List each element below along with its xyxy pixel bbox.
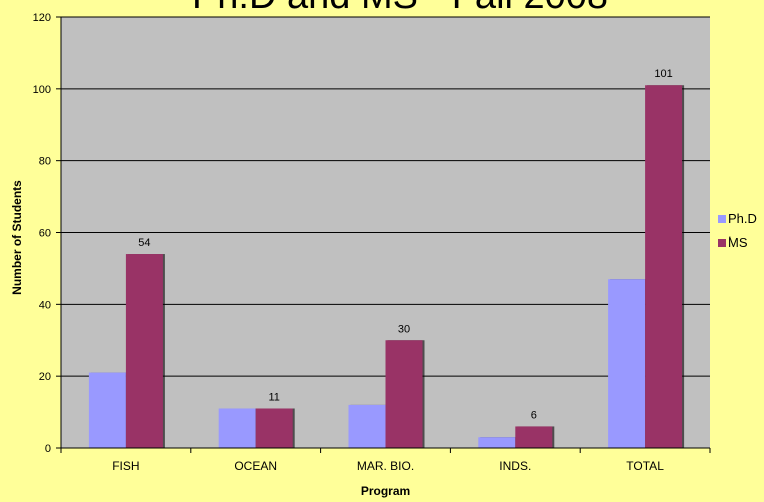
bar-phd-0	[88, 372, 126, 448]
y-tick-label: 40	[39, 299, 51, 311]
x-tick-label: TOTAL	[626, 459, 664, 473]
legend-swatch-phd	[718, 215, 726, 223]
legend-label-phd: Ph.D .	[728, 211, 757, 241]
x-tick-label: MAR. BIO.	[357, 459, 414, 473]
legend-swatch-ms	[718, 239, 726, 247]
y-tick-label: 100	[33, 84, 51, 96]
data-label: 6	[531, 409, 537, 421]
data-label: 54	[138, 237, 150, 249]
bar-ms-4	[645, 85, 683, 448]
data-label: 101	[654, 68, 672, 80]
bar-phd-1	[218, 408, 256, 448]
y-tick-label: 20	[39, 371, 51, 383]
bar-phd-2	[348, 404, 386, 448]
data-label: 30	[398, 323, 410, 335]
x-axis-title: Program	[361, 484, 410, 498]
y-tick-label: 80	[39, 156, 51, 168]
y-axis-title: Number of Students	[10, 180, 24, 295]
y-tick-label: 120	[33, 12, 51, 24]
bar-ms-3	[515, 426, 553, 448]
x-tick-label: FISH	[112, 459, 139, 473]
legend-label-ms: MS	[728, 235, 748, 250]
bar-ms-1	[255, 408, 293, 448]
bar-ms-2	[385, 340, 423, 448]
data-label: 11	[268, 391, 279, 403]
bar-phd-4	[608, 279, 646, 448]
x-tick-label: OCEAN	[234, 459, 277, 473]
chart-title: Ph.D and MS - Fall 2008	[192, 0, 608, 17]
bar-ms-0	[125, 254, 163, 448]
bar-phd-3	[478, 437, 516, 448]
x-tick-label: INDS.	[499, 459, 531, 473]
y-tick-label: 0	[45, 443, 51, 455]
y-tick-label: 60	[39, 228, 51, 240]
